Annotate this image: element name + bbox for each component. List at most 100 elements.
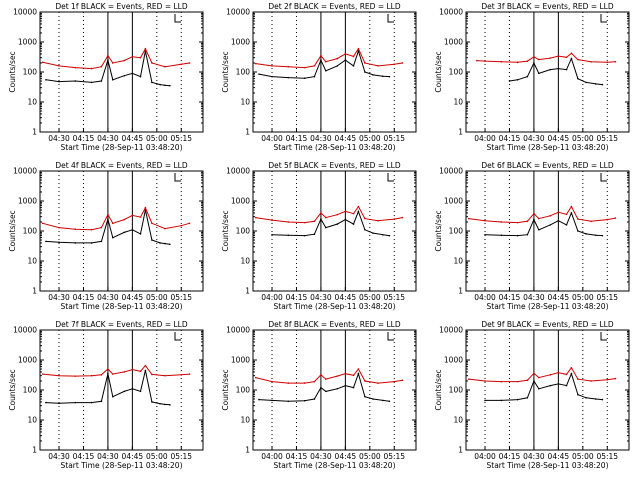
series-events-point <box>313 233 316 236</box>
series-lld-point <box>303 382 306 384</box>
series-events-point <box>533 380 535 382</box>
series-lld-point <box>58 226 60 229</box>
series-events-point <box>169 243 171 246</box>
series-lld-point <box>123 59 126 62</box>
x-tick-label: 04:45 <box>122 452 144 461</box>
series-events-point <box>271 399 273 402</box>
x-tick-label: 04:30 <box>310 452 332 461</box>
series-lld-point <box>364 217 366 220</box>
series-events-point <box>565 384 568 387</box>
series-lld-point <box>516 61 519 64</box>
series-lld-point <box>131 56 134 58</box>
panel-3: Det 3f BLACK = Events, RED = LLD 1 10 100 10… <box>434 2 630 152</box>
series-lld-point <box>500 60 503 63</box>
corner-marker <box>387 173 394 182</box>
series-events-point <box>549 224 552 226</box>
x-tick-label: 04:30 <box>97 134 119 143</box>
series-lld-point <box>325 378 327 380</box>
y-tick-label: 10 <box>240 416 250 425</box>
series-events-point <box>112 236 114 239</box>
series-events-point <box>151 401 153 403</box>
series-events-point <box>100 400 103 403</box>
y-tick-label: 10000 <box>439 167 463 176</box>
panel-title: Det 8f BLACK = Events, RED = LLD <box>268 320 401 329</box>
series-events-point <box>372 232 374 234</box>
series-events-point <box>74 401 77 404</box>
series-lld-point <box>549 57 552 59</box>
series-events-point <box>382 399 384 402</box>
series-events-point <box>484 399 486 402</box>
y-axis-label: Counts/sec <box>8 369 17 410</box>
series-lld-point <box>320 374 322 376</box>
series-events-point <box>159 402 161 405</box>
series-lld-point <box>484 60 486 62</box>
series-events-point <box>336 65 339 67</box>
y-tick-label: 10 <box>240 257 250 266</box>
series-events-point <box>112 395 114 398</box>
y-tick-label: 100 <box>449 68 464 77</box>
series-events-point <box>90 242 93 244</box>
series-events-point <box>45 240 47 243</box>
series-lld-point <box>500 380 503 383</box>
y-tick-label: 1000 <box>444 38 463 47</box>
series-lld-point <box>467 378 470 380</box>
x-axis-label: Start Time (28-Sep-11 03:48:20) <box>61 143 183 152</box>
series-events-point <box>320 386 322 389</box>
series-events-point <box>372 398 374 400</box>
series-events-line <box>509 57 603 86</box>
panel-6: Det 6f BLACK = Events, RED = LLD 1 10 100 10… <box>434 161 630 311</box>
series-events-line <box>485 372 603 401</box>
panel-title: Det 2f BLACK = Events, RED = LLD <box>268 2 401 11</box>
x-tick-label: 05:00 <box>146 293 168 302</box>
series-events-point <box>577 77 579 80</box>
series-events-point <box>388 400 391 403</box>
series-lld-point <box>107 368 109 370</box>
series-events-point <box>151 239 153 241</box>
y-tick-label: 10 <box>27 98 37 107</box>
series-lld-point <box>533 372 535 375</box>
series-lld-point <box>271 380 273 383</box>
series-lld-point <box>151 222 153 225</box>
series-lld-point <box>139 216 142 218</box>
series-lld-point <box>357 47 360 50</box>
series-events-point <box>508 80 511 82</box>
x-tick-label: 04:45 <box>548 452 570 461</box>
series-lld-point <box>377 382 379 384</box>
y-tick-label: 100 <box>23 68 38 77</box>
plot-frame <box>39 170 204 292</box>
panel-1: Det 1f BLACK = Events, RED = LLD 1 10 100 10… <box>8 2 204 152</box>
series-lld-point <box>112 222 114 225</box>
series-lld-point <box>484 219 486 222</box>
series-events-point <box>549 384 552 387</box>
x-tick-label: 04:30 <box>48 452 70 461</box>
corner-marker <box>387 14 394 23</box>
panel-9: Det 9f BLACK = Events, RED = LLD 1 10 100 10… <box>434 320 630 470</box>
series-events-point <box>169 404 171 406</box>
x-tick-label: 05:15 <box>596 452 618 461</box>
series-events-point <box>303 234 306 237</box>
series-events-point <box>320 59 322 61</box>
x-tick-label: 04:00 <box>261 452 283 461</box>
y-axis-label: Counts/sec <box>8 51 17 92</box>
x-tick-label: 05:15 <box>170 452 192 461</box>
corner-marker <box>600 173 607 182</box>
series-events-point <box>595 398 597 400</box>
series-lld-point <box>164 374 166 377</box>
series-lld-point <box>401 216 404 219</box>
y-axis-label: Counts/sec <box>221 210 230 251</box>
x-axis-label: Start Time (28-Sep-11 03:48:20) <box>274 302 396 311</box>
x-tick-label: 05:15 <box>383 293 405 302</box>
x-tick-label: 04:15 <box>73 134 95 143</box>
y-tick-label: 10 <box>27 416 37 425</box>
y-tick-label: 10000 <box>226 167 250 176</box>
x-tick-label: 05:15 <box>170 293 192 302</box>
series-events-point <box>352 65 355 67</box>
series-lld-point <box>144 364 147 367</box>
series-lld-point <box>107 54 109 57</box>
x-tick-label: 04:30 <box>310 293 332 302</box>
x-tick-label: 04:45 <box>548 134 570 143</box>
series-events-point <box>45 78 47 81</box>
series-events-point <box>303 399 306 402</box>
y-tick-label: 1 <box>245 128 250 137</box>
